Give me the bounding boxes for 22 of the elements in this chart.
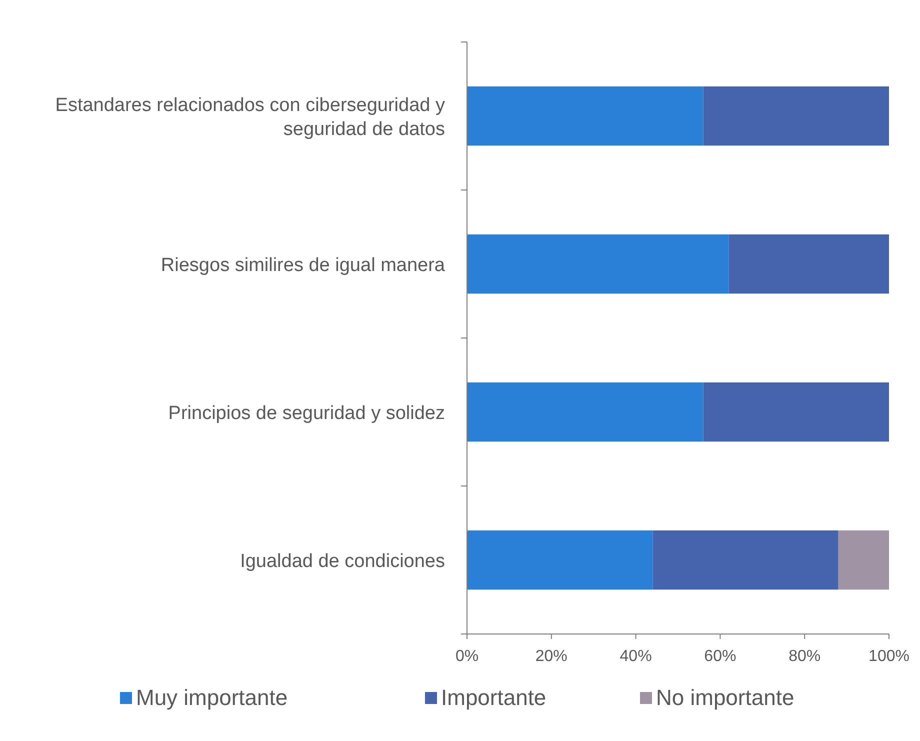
bar xyxy=(467,382,704,442)
x-tick-label: 60% xyxy=(704,648,736,666)
bar xyxy=(467,86,704,146)
bar xyxy=(838,530,889,590)
y-tick-label: Igualdad de condiciones xyxy=(240,551,445,572)
x-tick-label: 100% xyxy=(868,648,910,666)
x-tick-label: 40% xyxy=(620,648,652,666)
x-tick-label: 20% xyxy=(535,648,568,666)
bar xyxy=(467,530,653,590)
y-tick-label: Estandares relacionados con ciberseguridad y seguridad de datos xyxy=(55,95,446,140)
y-tick-label: Principios de seguridad y solidez xyxy=(168,403,445,424)
bar xyxy=(467,234,729,294)
legend-label: Muy importante xyxy=(136,685,288,710)
legend-label: No importante xyxy=(656,685,794,710)
legend-label: Importante xyxy=(441,685,546,710)
bar xyxy=(652,530,838,590)
x-tick-label: 0% xyxy=(455,648,479,666)
bar xyxy=(703,86,889,146)
bar xyxy=(703,382,889,442)
y-tick-label: Riesgos similires de igual manera xyxy=(160,255,446,276)
x-tick-label: 80% xyxy=(788,648,821,666)
bar xyxy=(728,234,889,294)
